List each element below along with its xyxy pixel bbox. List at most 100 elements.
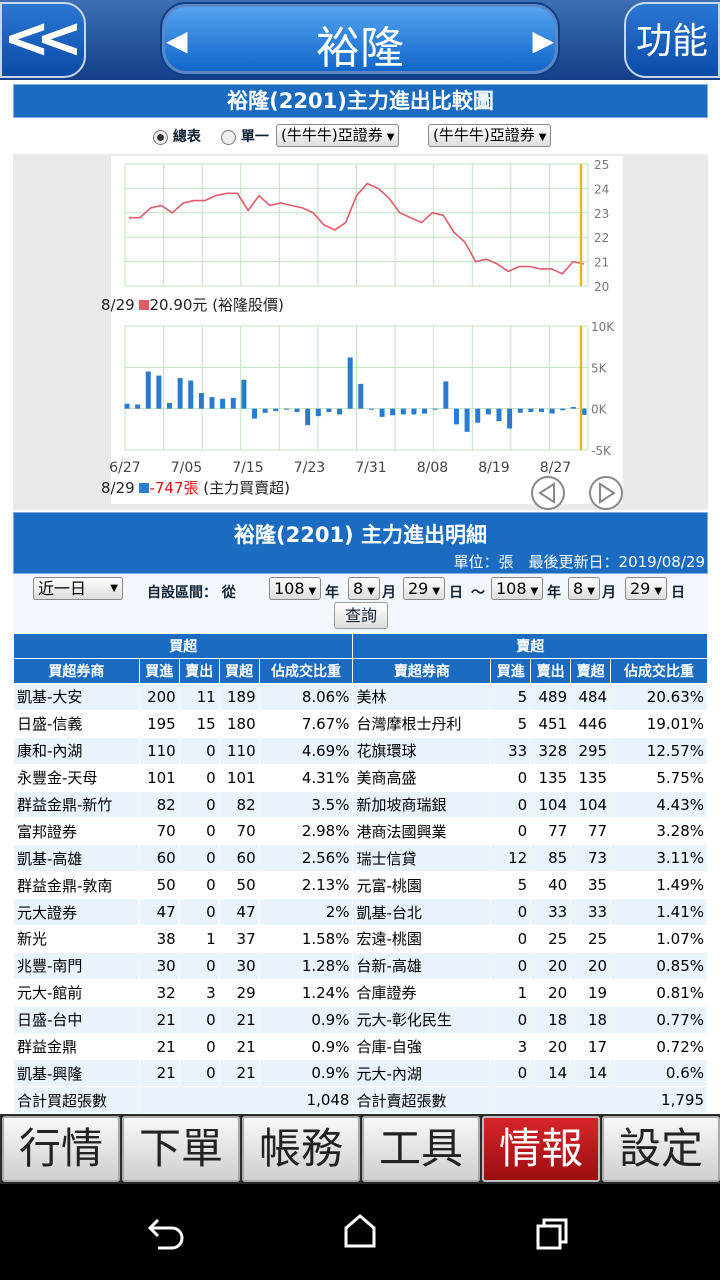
month-to-select[interactable]: 8 ▼ [568, 577, 600, 600]
column-header[interactable]: 買進 [138, 658, 180, 684]
prev-arrow-icon[interactable] [538, 482, 555, 504]
broker-name-cell[interactable]: 美林 [352, 683, 492, 711]
broker-name-cell[interactable]: 台新-高雄 [352, 951, 492, 980]
tab-3[interactable]: 工具 [362, 1116, 480, 1182]
broker-name-cell[interactable]: 日盛-信義 [13, 709, 140, 738]
column-header[interactable]: 買進 [490, 658, 532, 684]
broker-name-cell[interactable]: 合庫證券 [352, 978, 492, 1007]
back-nav-icon[interactable] [147, 1218, 184, 1250]
prev-chart-button[interactable] [531, 476, 565, 510]
home-nav-icon[interactable] [344, 1214, 376, 1248]
broker-name-cell[interactable]: 元富-桃園 [352, 871, 492, 900]
column-header[interactable]: 賣超 [570, 658, 612, 684]
function-button[interactable]: 功能 [624, 2, 720, 78]
table-row[interactable]: 永豐金-天母 101 0 101 4.31% 美商高盛 0 135 135 5.75% [13, 763, 708, 792]
broker-name-cell[interactable]: 元大-彰化民生 [352, 1005, 492, 1034]
broker-name-cell[interactable]: 群益金鼎-新竹 [13, 790, 140, 819]
year-from-select[interactable]: 108 ▼ [269, 577, 322, 600]
table-row[interactable]: 凱基-高雄 60 0 60 2.56% 瑞士信貸 12 85 73 3.11% [13, 844, 708, 873]
tab-2[interactable]: 帳務 [242, 1116, 360, 1182]
broker-select-2[interactable]: (牛牛牛)亞證券 ▼ [428, 124, 552, 147]
back-nav-curve[interactable] [150, 1226, 184, 1250]
table-row[interactable]: 日盛-信義 195 15 180 7.67% 台灣摩根士丹利 5 451 446 19.01% [13, 709, 708, 738]
flow-bar [496, 408, 502, 422]
broker-name-cell[interactable]: 合庫-自強 [352, 1032, 492, 1061]
table-row[interactable]: 元大-館前 32 3 29 1.24% 合庫證券 1 20 19 0.81% [13, 978, 708, 1007]
column-header[interactable]: 買超 [218, 658, 260, 684]
column-header[interactable]: 賣超券商 [352, 658, 492, 684]
broker-name-cell[interactable]: 台灣摩根士丹利 [352, 709, 492, 738]
table-row[interactable]: 康和-內湖 110 0 110 4.69% 花旗環球 33 328 295 12.57% [13, 736, 708, 765]
next-chart-button[interactable] [589, 476, 623, 510]
next-circle[interactable] [589, 476, 623, 510]
prev-circle[interactable] [531, 476, 565, 510]
chevron-down-icon: ▼ [538, 132, 547, 143]
column-header[interactable]: 買超券商 [13, 658, 140, 684]
recents-nav-icon[interactable] [536, 1218, 568, 1250]
column-header[interactable]: 賣出 [178, 658, 220, 684]
broker-name-cell[interactable]: 元大-內湖 [352, 1059, 492, 1088]
broker-name-cell[interactable]: 群益金鼎 [13, 1032, 140, 1061]
price-line [129, 182, 585, 275]
bottom-tab-bar: 行情 下單 帳務 工具 情報 設定 [0, 1114, 720, 1184]
tab-4[interactable]: 情報 [482, 1116, 600, 1182]
table-row[interactable]: 元大證券 47 0 47 2% 凱基-台北 0 33 33 1.41% [13, 898, 708, 927]
back-button[interactable]: << [0, 2, 86, 78]
broker-name-cell[interactable]: 永豐金-天母 [13, 763, 140, 792]
option-single[interactable]: 單一 [221, 126, 269, 146]
broker-name-cell[interactable]: 群益金鼎-敦南 [13, 871, 140, 900]
query-button[interactable]: 查詢 [334, 602, 388, 629]
day-from-select[interactable]: 29 ▼ [403, 577, 446, 600]
table-row[interactable]: 群益金鼎 21 0 21 0.9% 合庫-自強 3 20 17 0.72% [13, 1032, 708, 1061]
update-info: 單位：張 最後更新日：2019/08/29 [453, 553, 705, 571]
broker-name-cell[interactable]: 康和-內湖 [13, 736, 140, 765]
broker-select-1[interactable]: (牛牛牛)亞證券 ▼ [276, 124, 400, 147]
broker-name-cell[interactable]: 富邦證券 [13, 817, 140, 846]
broker-name-cell[interactable]: 花旗環球 [352, 736, 492, 765]
broker-name-cell[interactable]: 凱基-台北 [352, 898, 492, 927]
tab-0[interactable]: 行情 [2, 1116, 120, 1182]
recents-back[interactable] [542, 1218, 568, 1244]
column-header[interactable]: 賣出 [530, 658, 572, 684]
recents-front[interactable] [536, 1224, 562, 1250]
month-from-select[interactable]: 8 ▼ [348, 577, 380, 600]
broker-name-cell[interactable]: 新加坡商瑞銀 [352, 790, 492, 819]
x-tick-label: 8/27 [540, 460, 571, 476]
next-arrow-icon[interactable] [599, 482, 616, 504]
broker-name-cell[interactable]: 新光 [13, 925, 140, 953]
flow-label: (主力買賣超) [203, 479, 291, 497]
table-row[interactable]: 群益金鼎-敦南 50 0 50 2.13% 元富-桃園 5 40 35 1.49% [13, 871, 708, 900]
range-select[interactable]: 近一日 ▼ [33, 577, 123, 600]
next-stock-icon[interactable]: ▶ [532, 24, 554, 57]
broker-name-cell[interactable]: 港商法國興業 [352, 817, 492, 846]
tab-1[interactable]: 下單 [122, 1116, 240, 1182]
broker-name-cell[interactable]: 凱基-高雄 [13, 844, 140, 873]
table-row[interactable]: 凱基-大安 200 11 189 8.06% 美林 5 489 484 20.63% [13, 683, 708, 711]
column-header[interactable]: 佔成交比重 [258, 658, 354, 684]
day-to-select[interactable]: 29 ▼ [625, 577, 668, 600]
table-row[interactable]: 群益金鼎-新竹 82 0 82 3.5% 新加坡商瑞銀 0 104 104 4.43% [13, 790, 708, 819]
broker-name-cell[interactable]: 元大證券 [13, 898, 140, 927]
option-all[interactable]: 總表 [153, 126, 201, 146]
year-to-select[interactable]: 108 ▼ [491, 577, 544, 600]
radio-single-icon[interactable] [221, 129, 236, 145]
broker-name-cell[interactable]: 元大-館前 [13, 978, 140, 1007]
tab-5[interactable]: 設定 [602, 1116, 720, 1182]
broker-name-cell[interactable]: 兆豐-南門 [13, 951, 140, 980]
broker-name-cell[interactable]: 宏遠-桃園 [352, 925, 492, 953]
table-row[interactable]: 新光 38 1 37 1.58% 宏遠-桃園 0 25 25 1.07% [13, 925, 708, 953]
broker-name-cell[interactable]: 日盛-台中 [13, 1005, 140, 1034]
table-row[interactable]: 富邦證券 70 0 70 2.98% 港商法國興業 0 77 77 3.28% [13, 817, 708, 846]
broker-name-cell[interactable]: 瑞士信貸 [352, 844, 492, 873]
broker-name-cell[interactable]: 美商高盛 [352, 763, 492, 792]
radio-all-icon[interactable] [153, 129, 168, 145]
table-row[interactable]: 兆豐-南門 30 0 30 1.28% 台新-高雄 0 20 20 0.85% [13, 951, 708, 980]
prev-stock-icon[interactable]: ◀ [166, 24, 188, 57]
stock-title-selector[interactable]: ◀ 裕隆 ▶ [160, 2, 560, 76]
column-header[interactable]: 佔成交比重 [610, 658, 708, 684]
broker-name-cell[interactable]: 凱基-興隆 [13, 1059, 140, 1088]
table-row[interactable]: 凱基-興隆 21 0 21 0.9% 元大-內湖 0 14 14 0.6% [13, 1059, 708, 1088]
flow-bar [453, 408, 459, 425]
table-row[interactable]: 日盛-台中 21 0 21 0.9% 元大-彰化民生 0 18 18 0.77% [13, 1005, 708, 1034]
broker-name-cell[interactable]: 凱基-大安 [13, 683, 140, 711]
